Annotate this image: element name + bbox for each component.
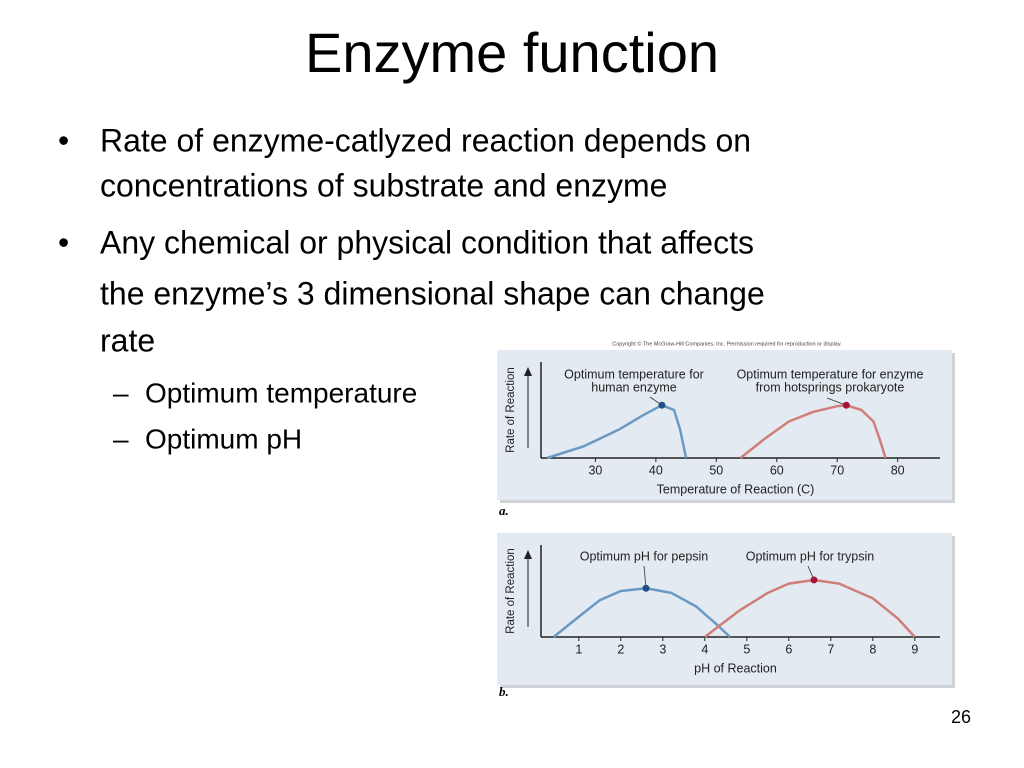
y-arrow-head [524, 550, 532, 559]
bullet-text: rate [100, 322, 155, 358]
x-tick-label: 4 [701, 642, 708, 656]
x-tick-label: 50 [709, 463, 723, 477]
optimum-point [810, 576, 818, 584]
annotation: from hotsprings prokaryote [756, 380, 905, 394]
x-tick-label: 5 [743, 642, 750, 656]
x-tick-label: 8 [869, 642, 876, 656]
bullet-text: Rate of enzyme-catlyzed reaction depends… [100, 122, 751, 158]
x-tick-label: 40 [649, 463, 663, 477]
sub-bullet-dash: – [113, 377, 129, 408]
annotation: Optimum temperature for [564, 367, 704, 381]
bullet-text: the enzyme’s 3 dimensional shape can cha… [100, 275, 765, 311]
sub-bullet-text: Optimum pH [145, 423, 302, 454]
curve [546, 403, 688, 460]
optimum-point [842, 401, 850, 409]
sub-bullet-text: Optimum temperature [145, 377, 417, 408]
x-tick-label: 1 [575, 642, 582, 656]
panel-label: b. [499, 684, 509, 699]
slide-title: Enzyme function [305, 21, 719, 84]
x-tick-label: 9 [911, 642, 918, 656]
optimum-point [658, 401, 666, 409]
x-tick-label: 80 [891, 463, 905, 477]
x-tick-label: 30 [588, 463, 602, 477]
y-arrow-head [524, 367, 532, 376]
x-tick-label: 60 [770, 463, 784, 477]
x-tick-label: 3 [659, 642, 666, 656]
x-tick-label: 7 [827, 642, 834, 656]
annotation: Optimum temperature for enzyme [737, 367, 924, 381]
annotation: Optimum pH for trypsin [746, 549, 875, 563]
optimum-point [642, 584, 650, 592]
annotation: Optimum pH for pepsin [580, 549, 709, 563]
panel-label: a. [499, 503, 509, 518]
bullet-text: Any chemical or physical condition that … [100, 224, 754, 260]
x-tick-label: 70 [830, 463, 844, 477]
annotation: human enzyme [591, 380, 677, 394]
sub-bullet-dash: – [113, 423, 129, 454]
figure-panel [497, 350, 952, 500]
bullet-dot: • [58, 224, 69, 260]
bullet-text: concentrations of substrate and enzyme [100, 167, 667, 203]
copyright: Copyright © The McGraw-Hill Companies, I… [612, 340, 842, 347]
figure-panel [497, 533, 952, 685]
curve [739, 403, 887, 459]
leader-line [643, 565, 647, 589]
y-axis-label: Rate of Reaction [505, 367, 517, 453]
x-axis-label: pH of Reaction [694, 661, 777, 675]
y-axis-label: Rate of Reaction [505, 548, 517, 634]
page-number: 26 [951, 707, 971, 727]
x-tick-label: 6 [785, 642, 792, 656]
x-axis-label: Temperature of Reaction (C) [657, 482, 815, 496]
bullet-dot: • [58, 122, 69, 158]
x-tick-label: 2 [617, 642, 624, 656]
